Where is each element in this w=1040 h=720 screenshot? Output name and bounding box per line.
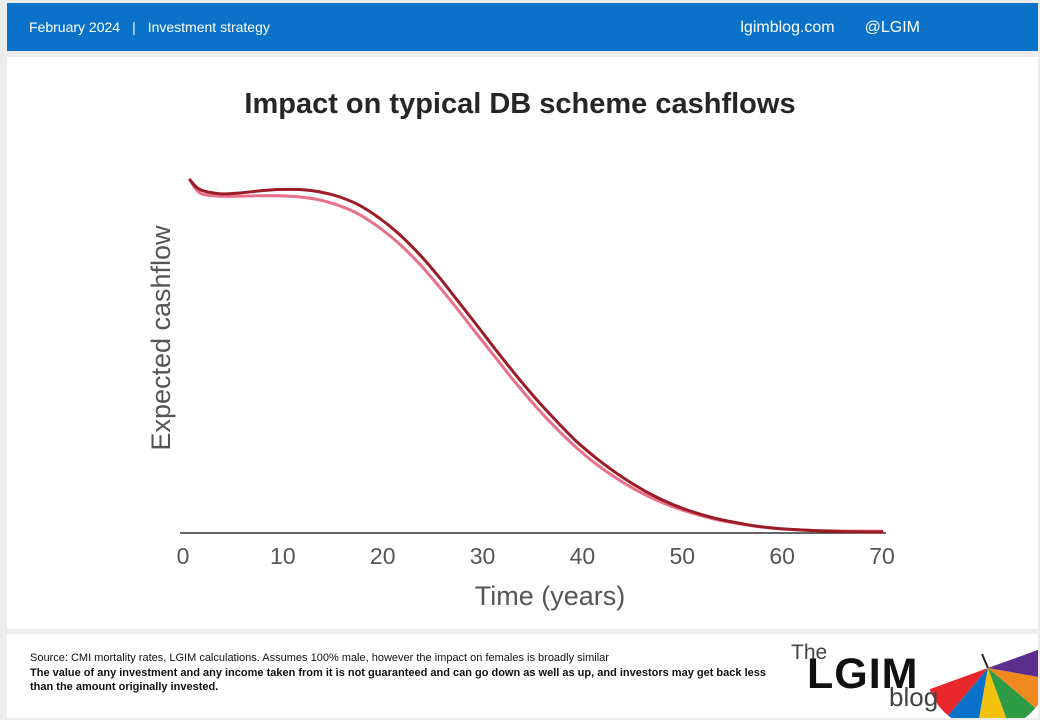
umbrella-tip xyxy=(981,653,989,669)
header-right: lgimblog.com @LGIM xyxy=(740,19,920,37)
umbrella-segment xyxy=(988,668,1036,718)
umbrella-segment xyxy=(988,668,1038,708)
header-category: Investment strategy xyxy=(147,19,270,35)
social-handle[interactable]: @LGIM xyxy=(864,19,920,36)
x-tick-label: 10 xyxy=(270,543,296,569)
series-line xyxy=(188,178,884,533)
logo-the: The xyxy=(791,641,828,664)
footer: Source: CMI mortality rates, LGIM calcul… xyxy=(7,634,1038,718)
line-chart: 0 10 20 30 40 50 60 70 Time (years) Expected ca… xyxy=(146,178,895,611)
umbrella-segment xyxy=(948,668,988,718)
series-layer xyxy=(188,178,884,534)
chart-title: Impact on typical DB scheme cashflows xyxy=(244,88,796,120)
header-date: February 2024 xyxy=(29,19,121,35)
lgim-blog-logo[interactable]: The LGIM blog xyxy=(783,634,1038,718)
x-tick-label: 50 xyxy=(669,543,695,569)
source-note: Source: CMI mortality rates, LGIM calcul… xyxy=(30,652,609,664)
x-axis-label: Time (years) xyxy=(475,581,626,611)
site-link[interactable]: lgimblog.com xyxy=(740,19,835,36)
header-left: February 2024 | Investment strategy xyxy=(29,19,270,35)
x-tick-label: 0 xyxy=(177,543,190,569)
risk-disclaimer: The value of any investment and any inco… xyxy=(30,667,766,693)
logo-wordmark: LGIM xyxy=(807,650,919,698)
x-tick-label: 40 xyxy=(570,543,596,569)
x-tick-label: 30 xyxy=(470,543,496,569)
x-tick-label: 60 xyxy=(769,543,795,569)
umbrella-segment xyxy=(988,649,1038,677)
umbrella-icon xyxy=(929,649,1038,718)
y-axis-label: Expected cashflow xyxy=(146,225,176,451)
series-line xyxy=(188,178,884,534)
header-bar: February 2024 | Investment strategy lgimbl… xyxy=(7,3,1038,51)
x-tick-label: 70 xyxy=(869,543,895,569)
header-separator: | xyxy=(132,19,136,35)
x-tick-label: 20 xyxy=(370,543,396,569)
umbrella-segment xyxy=(929,668,988,716)
x-tick-labels: 0 10 20 30 40 50 60 70 xyxy=(177,543,895,569)
umbrella-segment xyxy=(979,668,1007,718)
logo-blog: blog xyxy=(889,682,939,712)
